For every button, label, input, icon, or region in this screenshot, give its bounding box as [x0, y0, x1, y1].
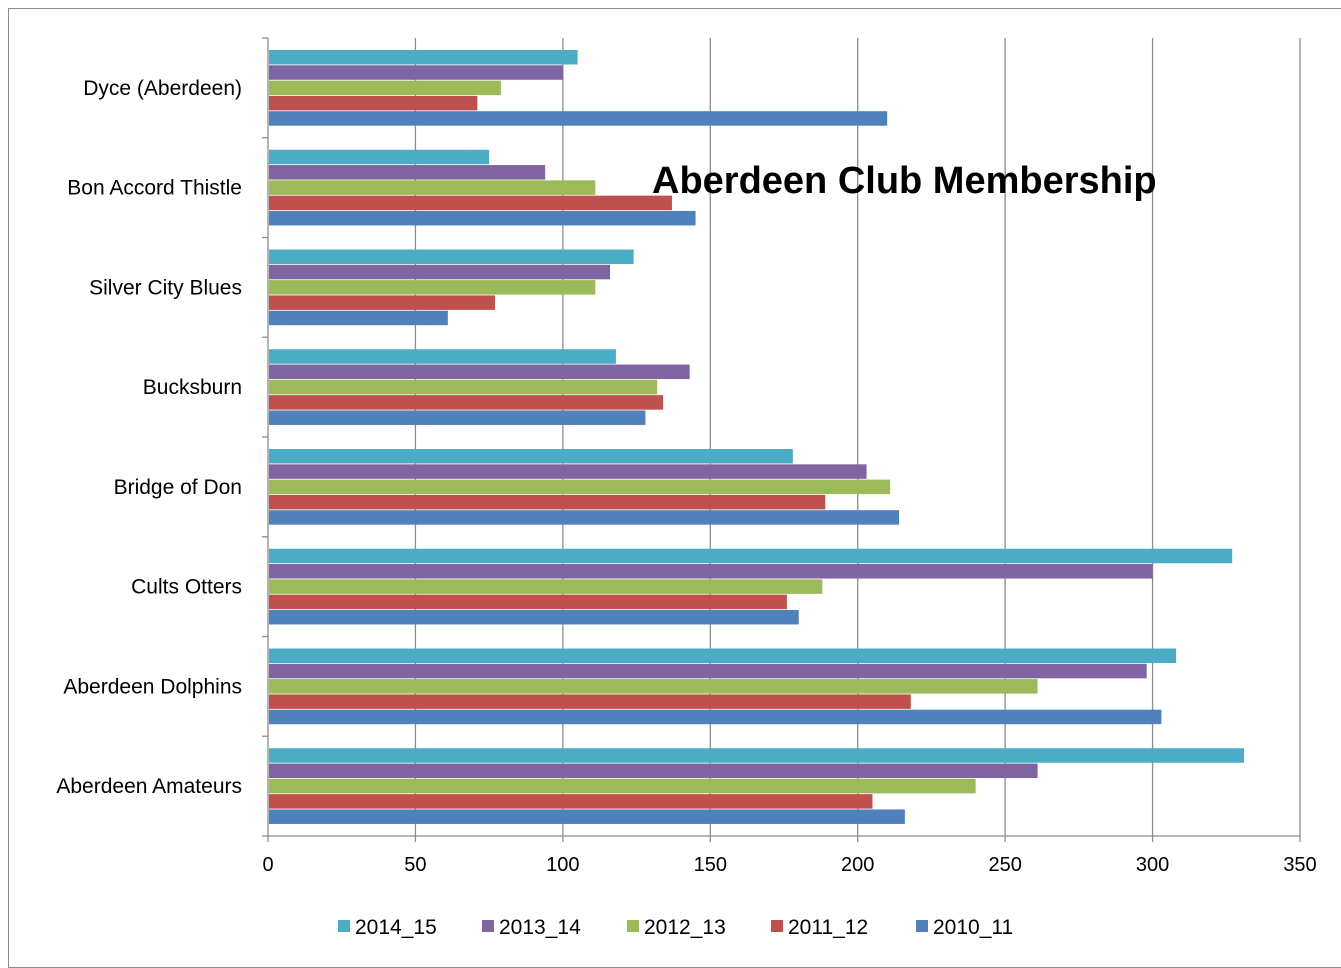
bar	[269, 648, 1177, 663]
category-label: Bucksburn	[143, 376, 242, 399]
bar	[269, 548, 1233, 564]
bar	[269, 280, 596, 295]
category-labels: Aberdeen Amateurs Aberdeen Dolphins Cults …	[56, 77, 242, 798]
bar	[269, 264, 611, 280]
x-tick-label: 0	[262, 854, 273, 876]
bar	[269, 95, 478, 111]
bar	[269, 579, 823, 594]
legend-swatch	[627, 920, 639, 932]
category-label: Bon Accord Thistle	[67, 177, 242, 200]
bar	[269, 364, 690, 380]
bar	[269, 349, 616, 364]
bar	[269, 395, 664, 410]
bar	[269, 594, 787, 610]
x-tick-label: 350	[1283, 854, 1316, 876]
bar	[269, 165, 546, 180]
bar	[269, 809, 905, 824]
category-label: Cults Otters	[131, 576, 242, 599]
bar	[269, 50, 578, 65]
x-axis-ticks: 0 50 100 150 200 250 300 350	[262, 854, 1316, 876]
bar	[269, 149, 490, 165]
bar	[269, 379, 658, 395]
chart-title: Aberdeen Club Membership	[652, 160, 1157, 202]
x-tick-label: 300	[1136, 854, 1169, 876]
bar	[269, 494, 826, 510]
bar	[269, 763, 1038, 779]
x-tick-label: 200	[841, 854, 874, 876]
bar	[269, 510, 899, 525]
legend-swatch	[771, 920, 783, 932]
bar	[269, 80, 501, 96]
bar	[269, 609, 799, 625]
bar	[269, 709, 1162, 725]
bar	[269, 295, 496, 310]
legend-label: 2012_13	[644, 916, 726, 939]
x-tick-label: 150	[694, 854, 727, 876]
bar	[269, 694, 911, 709]
bar	[269, 410, 646, 425]
x-tick-label: 250	[988, 854, 1021, 876]
category-label: Aberdeen Amateurs	[56, 775, 242, 798]
bar	[269, 195, 672, 211]
category-label: Silver City Blues	[89, 276, 242, 299]
category-label: Bridge of Don	[114, 476, 242, 499]
legend-label: 2014_15	[355, 916, 437, 939]
bar	[269, 479, 891, 495]
bar	[269, 778, 976, 794]
bar	[269, 310, 448, 326]
legend-swatch	[338, 920, 350, 932]
bar	[269, 249, 634, 264]
bars	[269, 50, 1244, 824]
bar	[269, 748, 1244, 763]
bar	[269, 663, 1147, 679]
x-tick-label: 100	[546, 854, 579, 876]
bar	[269, 65, 563, 80]
bar	[269, 111, 888, 126]
legend-label: 2010_11	[933, 916, 1013, 939]
category-label: Dyce (Aberdeen)	[83, 77, 242, 100]
legend: 2014_15 2013_14 2012_13 2011_12 2010_11	[338, 916, 1013, 939]
legend-swatch	[482, 920, 494, 932]
bar	[269, 794, 873, 809]
category-label: Aberdeen Dolphins	[63, 675, 242, 698]
x-tick-label: 50	[404, 854, 426, 876]
axes	[262, 37, 1301, 842]
legend-label: 2013_14	[499, 916, 581, 939]
bar	[269, 449, 793, 464]
bar	[269, 679, 1038, 694]
bar	[269, 564, 1153, 579]
bar	[269, 464, 867, 479]
bar	[269, 180, 596, 195]
bar	[269, 210, 696, 226]
legend-swatch	[916, 920, 928, 932]
legend-label: 2011_12	[788, 916, 868, 939]
